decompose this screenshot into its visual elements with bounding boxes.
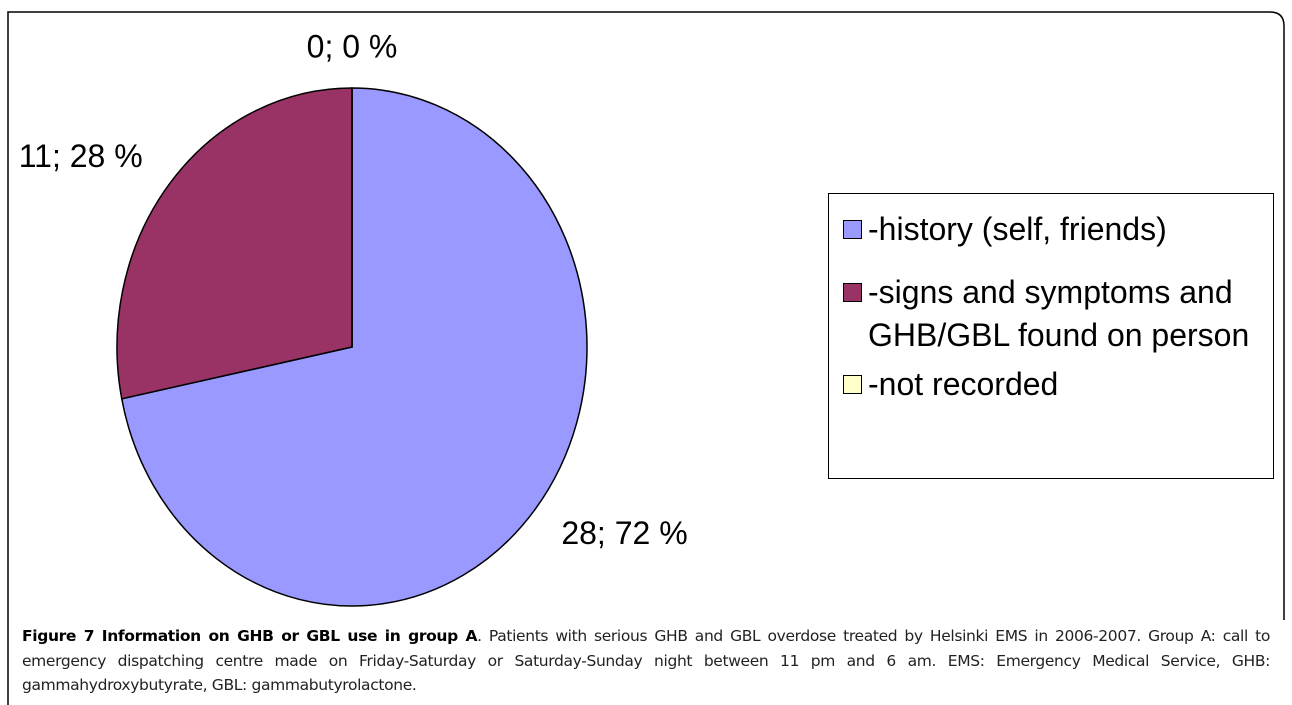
data-label: 0; 0 % xyxy=(307,29,398,65)
legend-swatch xyxy=(843,283,862,302)
pie-slice xyxy=(120,87,588,607)
data-label: 11; 28 % xyxy=(19,138,143,174)
legend-label: -signs and symptoms and GHB/GBL found on… xyxy=(868,274,1250,353)
caption-title: Figure 7 Information on GHB or GBL use i… xyxy=(22,627,478,645)
legend-item: -history (self, friends) xyxy=(843,208,1267,251)
legend-label: -history (self, friends) xyxy=(868,211,1167,247)
pie-slice xyxy=(116,87,353,400)
caption: Figure 7 Information on GHB or GBL use i… xyxy=(22,624,1270,698)
legend-swatch xyxy=(843,375,862,394)
data-label: 28; 72 % xyxy=(561,515,687,551)
figure-frame xyxy=(7,11,1285,705)
caption-text: . Patients with serious GHB and GBL over… xyxy=(22,627,1271,694)
legend-item: -signs and symptoms and GHB/GBL found on… xyxy=(843,271,1267,357)
legend-item: -not recorded xyxy=(843,363,1267,406)
legend-swatch xyxy=(843,220,862,239)
legend-label: -not recorded xyxy=(868,366,1059,402)
legend: -history (self, friends) -signs and sympt… xyxy=(828,193,1274,479)
